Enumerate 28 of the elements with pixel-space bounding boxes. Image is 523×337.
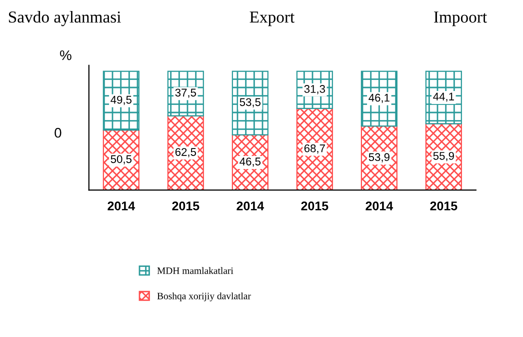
bar	[296, 108, 333, 190]
data-label: 37,5	[175, 88, 196, 98]
data-label: 46,5	[240, 158, 261, 167]
x-tick-label: 2015	[172, 202, 200, 210]
bar	[232, 70, 268, 136]
x-tick-label: 2015	[430, 202, 458, 210]
data-label: 49,5	[110, 96, 132, 105]
x-tick-label: 2014	[236, 202, 264, 210]
text: Savdo aylanmasi	[8, 10, 121, 26]
y-axis-title: %	[60, 50, 72, 60]
bar	[167, 115, 204, 190]
text: Impoort	[434, 12, 487, 26]
data-label: 50,5	[110, 155, 132, 164]
x-tick-label: 2014	[108, 202, 135, 210]
x-tick-label: 2015	[301, 202, 328, 210]
data-label: 53,9	[368, 153, 390, 162]
data-label: 55,9	[433, 152, 454, 162]
text: Export	[250, 12, 295, 26]
data-label: 31,3	[304, 85, 325, 94]
x-tick-label: 2014	[366, 202, 394, 210]
data-label: 53,5	[240, 98, 261, 108]
data-label: 62,5	[175, 148, 196, 158]
legend-label: Boshqa xorijiy davlatlar	[157, 292, 251, 302]
data-label: 46,1	[368, 94, 390, 103]
data-label: 44,1	[433, 92, 454, 102]
data-label: 68,7	[304, 144, 325, 154]
text: 0	[54, 128, 62, 138]
legend-label: MDH mamlakatlari	[157, 267, 234, 274]
